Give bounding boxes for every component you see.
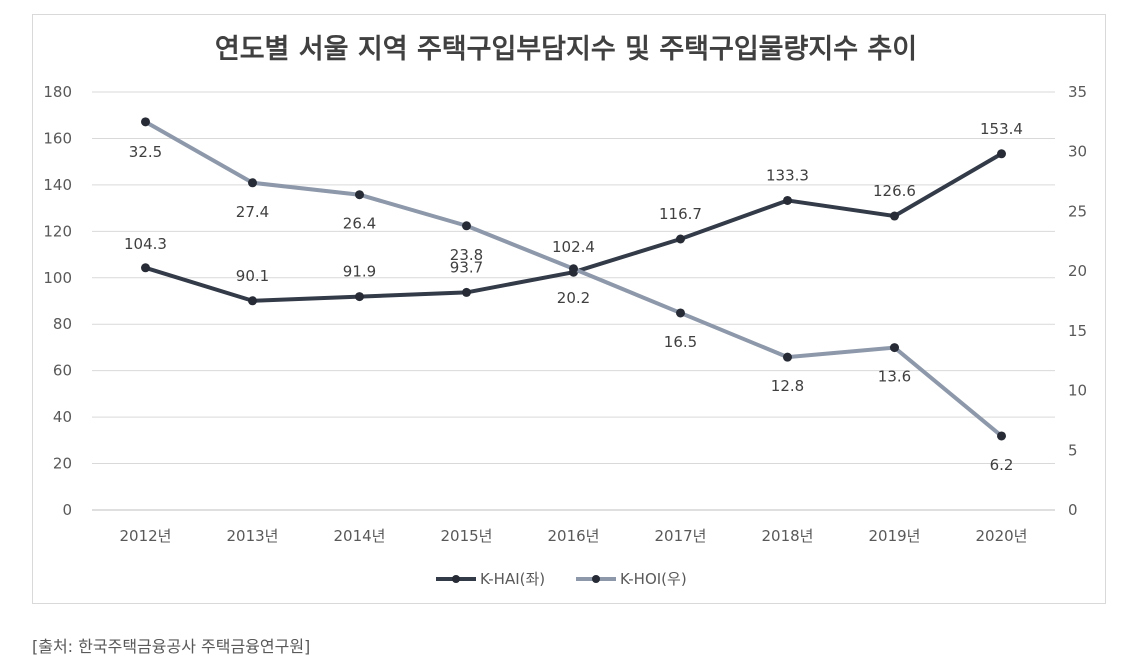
y-left-tick-label: 140 — [43, 176, 72, 194]
data-point — [355, 292, 364, 302]
data-label: 104.3 — [124, 235, 167, 253]
data-label: 12.8 — [771, 377, 804, 395]
data-point — [676, 308, 685, 318]
data-point — [783, 195, 792, 205]
grid — [92, 91, 1055, 511]
data-label: 90.1 — [236, 267, 269, 285]
legend-label: K-HOI(우) — [620, 570, 687, 588]
y-left-tick-label: 20 — [53, 455, 72, 473]
data-label: 13.6 — [878, 368, 911, 386]
data-point — [997, 431, 1006, 441]
x-tick-label: 2012년 — [120, 527, 172, 545]
line-chart: 연도별 서울 지역 주택구입부담지수 및 주택구입물량지수 추이 0 20 40 60… — [43, 34, 1087, 588]
x-tick-label: 2016년 — [548, 527, 600, 545]
data-label: 153.4 — [980, 120, 1023, 138]
data-point — [890, 343, 899, 353]
data-label: 93.7 — [450, 258, 483, 276]
y-left-tick-label: 40 — [53, 408, 72, 426]
data-point — [783, 352, 792, 362]
legend-marker — [592, 575, 600, 583]
y-left-tick-label: 160 — [43, 129, 72, 147]
axes: 0 20 40 60 80 100 120 140 160 180 0 5 10 15 20 25 30 35 20… — [43, 83, 1087, 545]
y-left-tick-label: 180 — [43, 83, 72, 101]
y-right-tick-label: 10 — [1068, 382, 1087, 400]
y-right-tick-label: 20 — [1068, 262, 1087, 280]
series-line — [144, 152, 1003, 303]
data-point — [248, 296, 257, 306]
data-point — [890, 211, 899, 221]
x-tick-label: 2013년 — [227, 527, 279, 545]
y-left-tick-label: 0 — [62, 501, 72, 519]
chart-frame — [32, 14, 1106, 604]
y-right-tick-label: 30 — [1068, 143, 1087, 161]
data-labels: 104.3 90.1 91.9 93.7 102.4 116.7 133.3 126.6 153… — [124, 120, 1023, 474]
y-right-tick-label: 35 — [1068, 83, 1087, 101]
x-tick-label: 2017년 — [655, 527, 707, 545]
data-point — [997, 149, 1006, 159]
y-left-tick-label: 60 — [53, 362, 72, 380]
legend-label: K-HAI(좌) — [480, 570, 545, 588]
x-tick-label: 2015년 — [441, 527, 493, 545]
series-line — [144, 120, 1003, 438]
data-point — [462, 287, 471, 297]
series — [141, 117, 1006, 441]
data-label: 126.6 — [873, 182, 916, 200]
data-label: 23.8 — [450, 246, 483, 264]
data-label: 6.2 — [990, 456, 1014, 474]
data-point — [248, 178, 257, 188]
data-label: 133.3 — [766, 166, 809, 184]
data-label: 26.4 — [343, 215, 376, 233]
x-tick-label: 2020년 — [976, 527, 1028, 545]
x-tick-label: 2014년 — [334, 527, 386, 545]
y-right-tick-label: 25 — [1068, 202, 1087, 220]
legend-marker — [452, 575, 460, 583]
y-right-tick-label: 0 — [1068, 501, 1078, 519]
data-label: 102.4 — [552, 238, 595, 256]
y-left-tick-label: 120 — [43, 222, 72, 240]
data-point — [569, 264, 578, 274]
source-note: [출처: 한국주택금융공사 주택금융연구원] — [32, 637, 311, 656]
y-left-tick-label: 100 — [43, 269, 72, 287]
data-point — [462, 221, 471, 231]
y-right-tick-label: 15 — [1068, 322, 1087, 340]
legend: K-HAI(좌) K-HOI(우) — [436, 570, 687, 588]
data-point — [141, 117, 150, 127]
x-tick-label: 2019년 — [869, 527, 921, 545]
data-label: 20.2 — [557, 289, 590, 307]
data-label: 32.5 — [129, 143, 162, 161]
data-label: 27.4 — [236, 203, 269, 221]
chart-title: 연도별 서울 지역 주택구입부담지수 및 주택구입물량지수 추이 — [215, 34, 917, 65]
y-left-tick-label: 80 — [53, 315, 72, 333]
data-label: 116.7 — [659, 205, 702, 223]
data-label: 16.5 — [664, 333, 697, 351]
data-point — [141, 263, 150, 273]
data-label: 91.9 — [343, 263, 376, 281]
y-right-tick-label: 5 — [1068, 441, 1078, 459]
data-point — [355, 190, 364, 200]
data-point — [676, 234, 685, 244]
x-tick-label: 2018년 — [762, 527, 814, 545]
